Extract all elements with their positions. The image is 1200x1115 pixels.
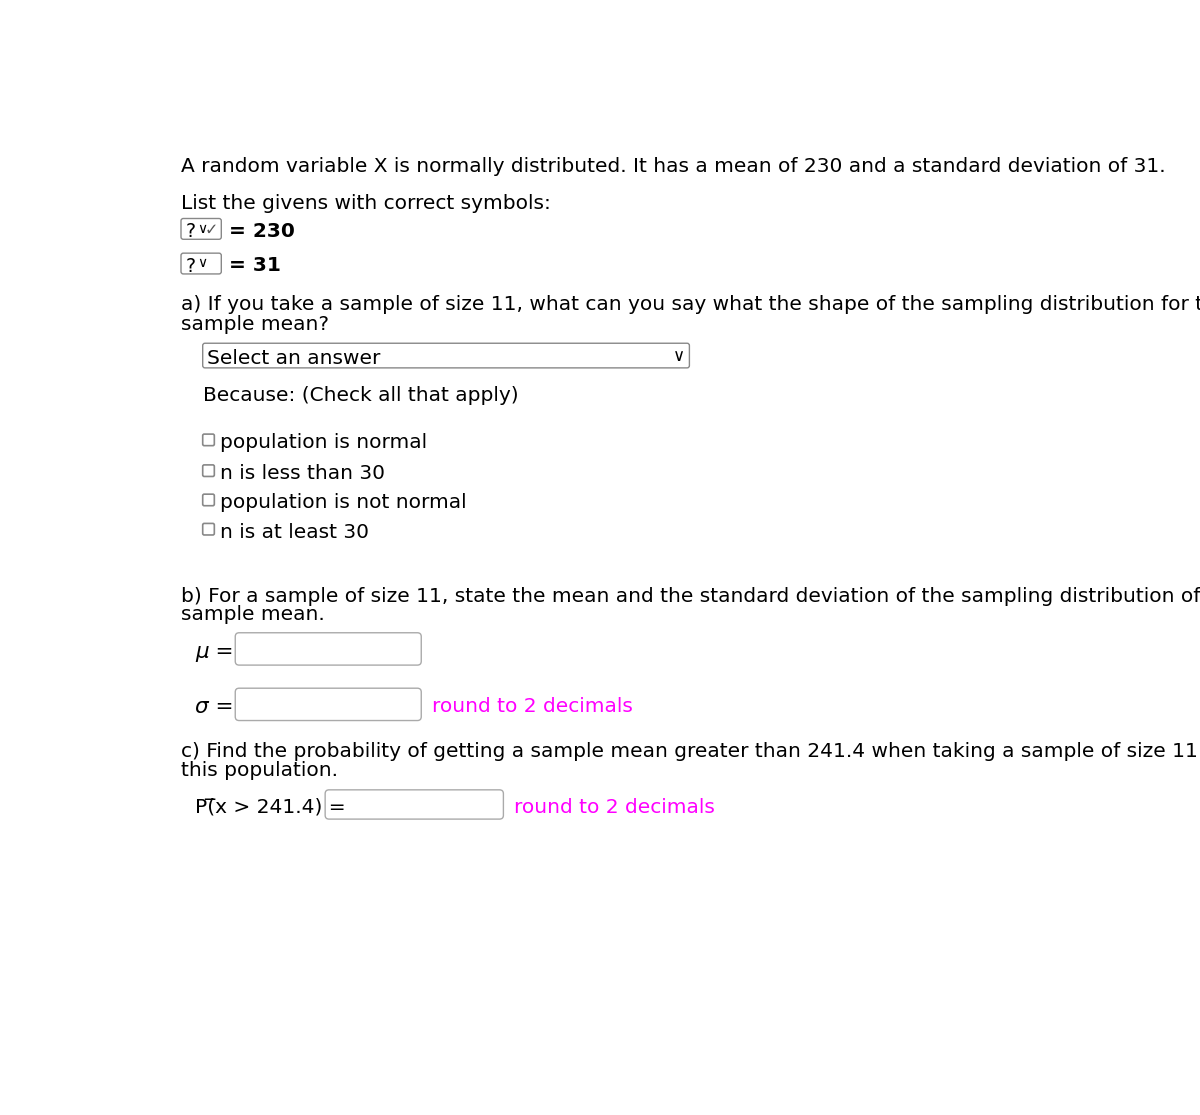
Text: round to 2 decimals: round to 2 decimals <box>515 797 715 816</box>
Text: ∨: ∨ <box>198 256 208 270</box>
FancyBboxPatch shape <box>235 632 421 666</box>
Text: a) If you take a sample of size 11, what can you say what the shape of the sampl: a) If you take a sample of size 11, what… <box>181 295 1200 314</box>
Text: round to 2 decimals: round to 2 decimals <box>432 698 632 717</box>
Text: P(̅x > 241.4) =: P(̅x > 241.4) = <box>194 797 346 816</box>
Text: n is at least 30: n is at least 30 <box>220 523 368 542</box>
Text: this population.: this population. <box>181 760 338 779</box>
Text: Select an answer: Select an answer <box>208 349 380 368</box>
Text: n is less than 30: n is less than 30 <box>220 464 385 483</box>
FancyBboxPatch shape <box>203 434 215 446</box>
Text: List the givens with correct symbols:: List the givens with correct symbols: <box>181 194 551 213</box>
Text: ∨: ∨ <box>198 222 208 235</box>
FancyBboxPatch shape <box>181 253 221 274</box>
FancyBboxPatch shape <box>203 465 215 476</box>
Text: sample mean?: sample mean? <box>181 314 329 333</box>
Text: Because: (Check all that apply): Because: (Check all that apply) <box>203 386 518 405</box>
Text: A random variable X is normally distributed. It has a mean of 230 and a standard: A random variable X is normally distribu… <box>181 157 1165 176</box>
Text: = 230: = 230 <box>229 222 295 241</box>
FancyBboxPatch shape <box>203 523 215 535</box>
Text: ✓: ✓ <box>204 223 217 239</box>
FancyBboxPatch shape <box>203 343 689 368</box>
Text: σ =: σ = <box>194 698 234 717</box>
Text: = 31: = 31 <box>229 256 281 275</box>
Text: μ =: μ = <box>194 642 234 662</box>
Text: sample mean.: sample mean. <box>181 605 325 624</box>
FancyBboxPatch shape <box>181 219 221 240</box>
FancyBboxPatch shape <box>203 494 215 506</box>
Text: population is normal: population is normal <box>220 434 427 453</box>
Text: ?: ? <box>186 222 203 241</box>
Text: population is not normal: population is not normal <box>220 494 467 513</box>
FancyBboxPatch shape <box>235 688 421 720</box>
FancyBboxPatch shape <box>325 789 504 820</box>
Text: c) Find the probability of getting a sample mean greater than 241.4 when taking : c) Find the probability of getting a sam… <box>181 743 1200 762</box>
Text: b) For a sample of size 11, state the mean and the standard deviation of the sam: b) For a sample of size 11, state the me… <box>181 586 1200 605</box>
Text: ?: ? <box>186 256 203 277</box>
Text: ∨: ∨ <box>672 347 685 365</box>
